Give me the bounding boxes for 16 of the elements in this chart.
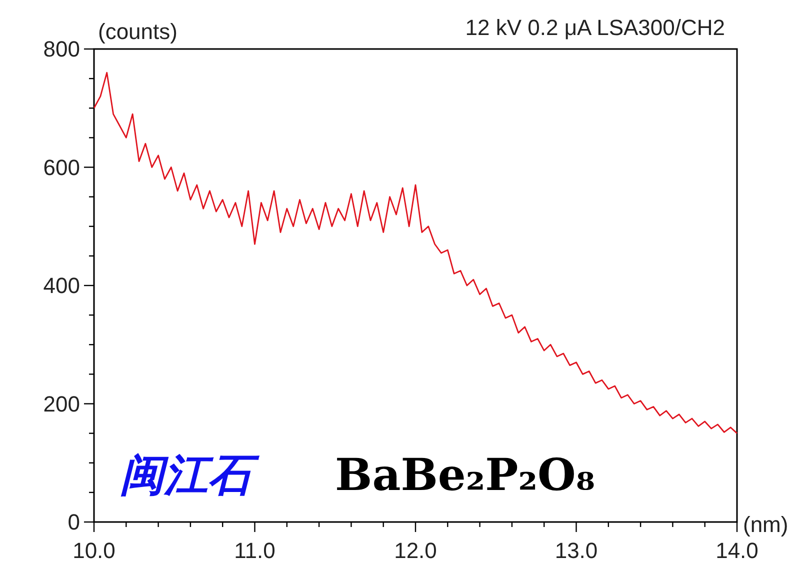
- annotation: BaBe₂P₂O₈: [335, 450, 596, 501]
- y-axis-title: (counts): [98, 19, 178, 44]
- y-tick-label: 400: [43, 273, 80, 298]
- x-tick-label: 10.0: [72, 538, 116, 563]
- y-tick-label: 800: [43, 36, 80, 62]
- y-tick-label: 200: [43, 391, 80, 416]
- x-tick-label: 12.0: [394, 538, 437, 563]
- chart-title: 12 kV 0.2 μA LSA300/CH2: [465, 15, 725, 40]
- x-tick-label: 11.0: [234, 538, 276, 563]
- line-series: [93, 72, 738, 434]
- x-tick-label: 14.0: [716, 538, 758, 563]
- x-axis-title: (nm): [743, 512, 788, 537]
- annotation: 闽江石: [120, 450, 260, 501]
- x-tick-label: 13.0: [554, 538, 598, 563]
- y-tick-label: 0: [68, 510, 80, 535]
- y-tick-label: 600: [43, 154, 80, 180]
